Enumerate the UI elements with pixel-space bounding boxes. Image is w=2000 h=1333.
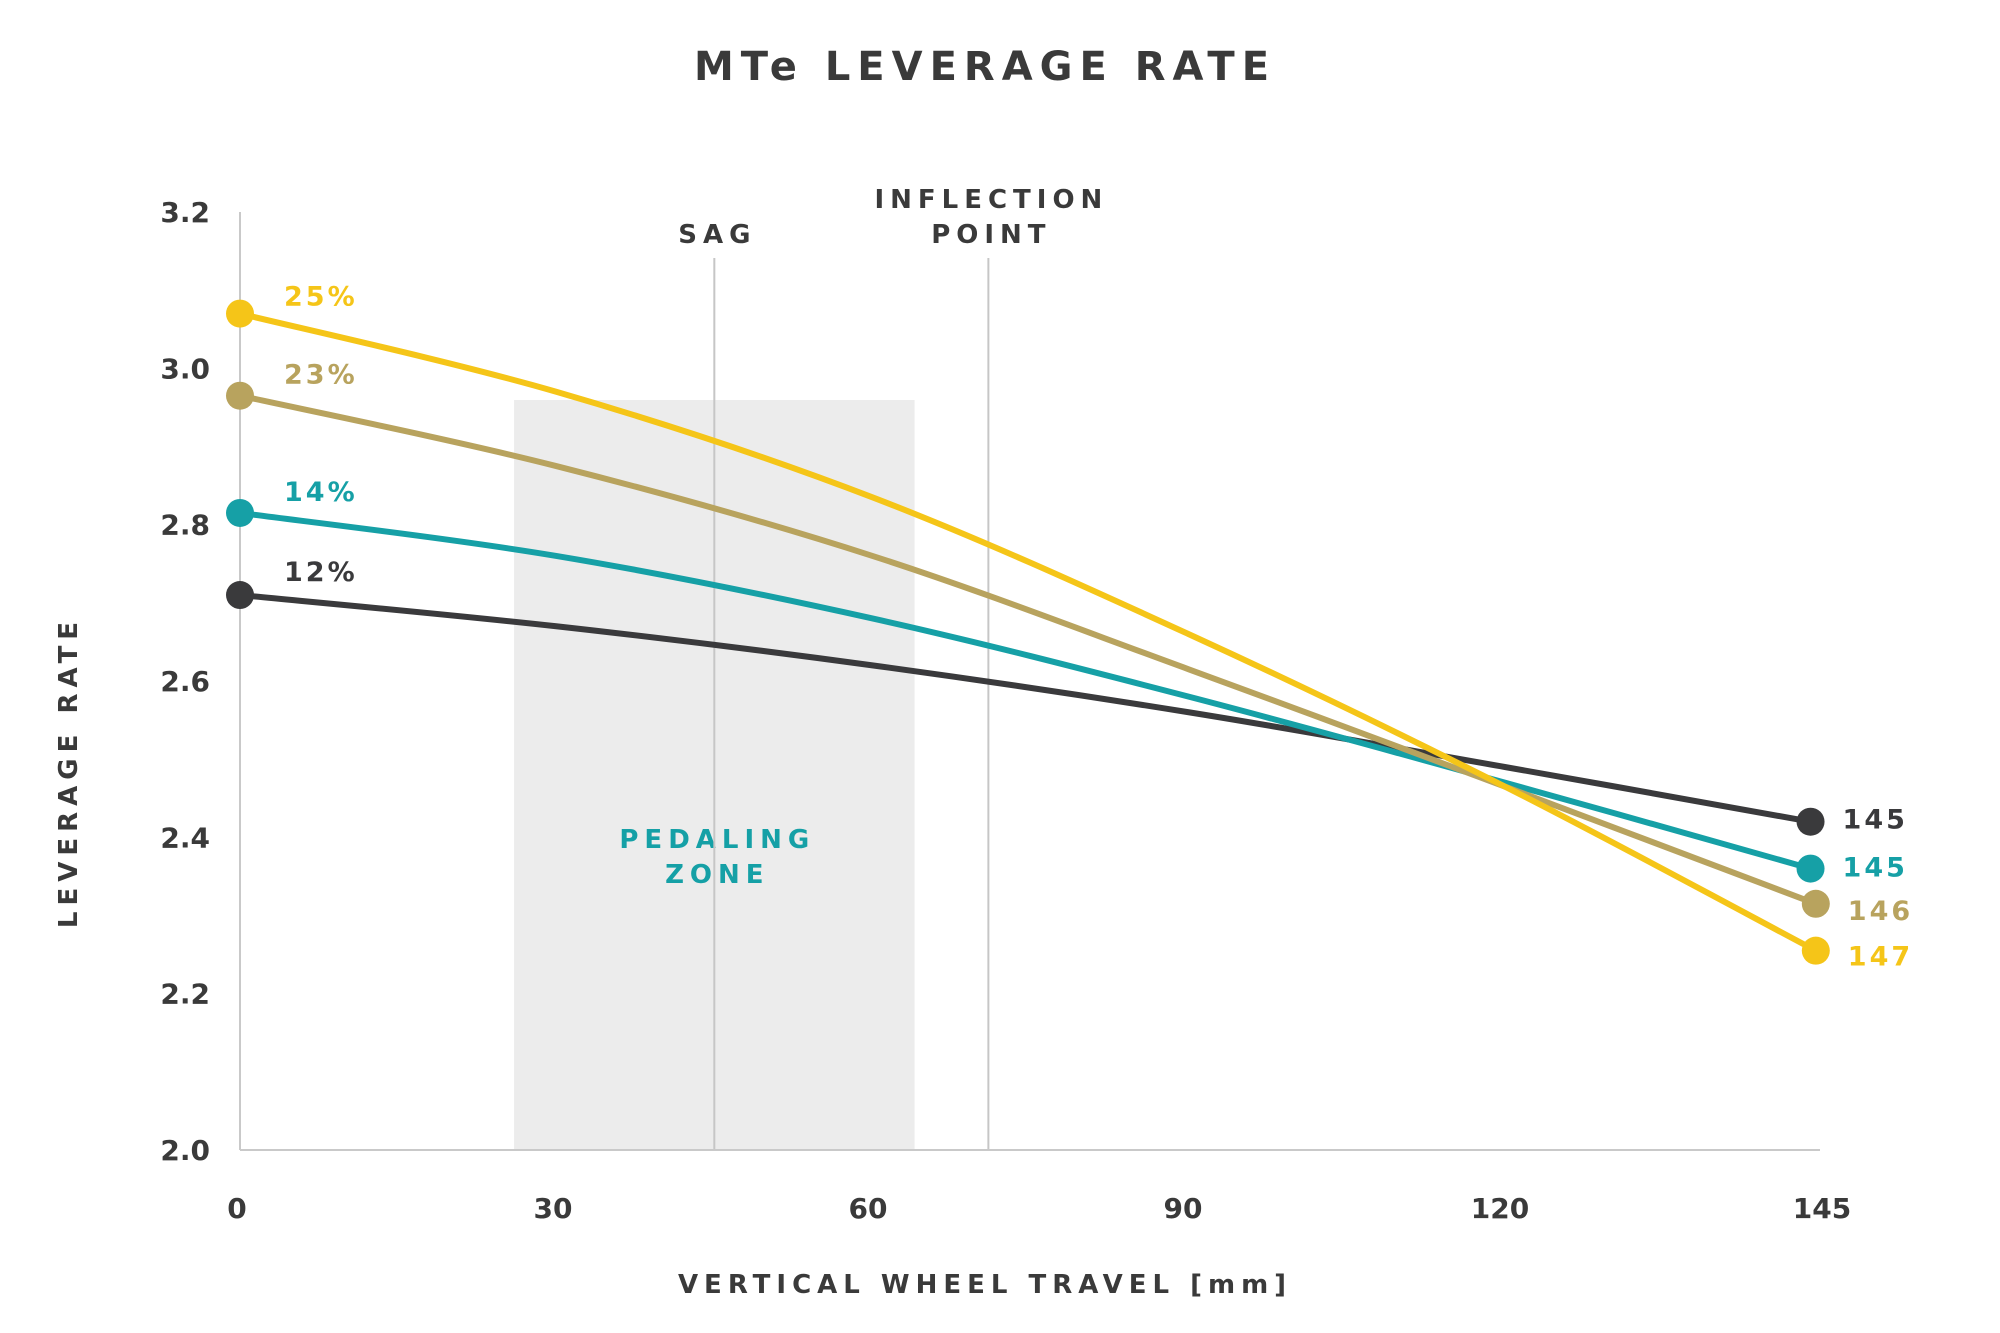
sag-label-line: SAG [678, 220, 756, 250]
pedaling-zone-label-line: ZONE [665, 860, 769, 890]
x-tick-label: 90 [1164, 1192, 1203, 1225]
y-tick-label: 2.0 [160, 1134, 210, 1167]
y-tick-label: 3.2 [160, 196, 210, 229]
series-start-label: 14% [284, 477, 358, 508]
series-endpoint-marker [226, 581, 254, 610]
y-tick-label: 2.2 [160, 978, 210, 1011]
inflection-point-label-line: INFLECTION [874, 185, 1108, 215]
reference-lines: SAG INFLECTION POINT [678, 185, 1108, 1150]
x-axis-title: VERTICAL WHEEL TRAVEL [mm] [678, 1270, 1292, 1300]
x-tick-label: 60 [849, 1192, 888, 1225]
series-endpoint-marker [226, 381, 254, 410]
series-line [237, 310, 1819, 954]
inflection-point-label-line: POINT [931, 220, 1051, 250]
series-line [237, 509, 1814, 872]
x-tick-label: 145 [1793, 1192, 1851, 1225]
series-endpoint-marker [226, 498, 254, 527]
series-line [237, 592, 1814, 825]
y-tick-label: 2.6 [160, 665, 210, 698]
series-start-label: 25% [284, 282, 358, 313]
x-tick-label: 0 [227, 1192, 246, 1225]
series-endpoint-marker [1801, 889, 1830, 918]
x-tick-label: 30 [534, 1192, 573, 1225]
series-end-label: 145 [1843, 853, 1908, 884]
series-endpoint-marker [226, 299, 254, 328]
series-start-label: 23% [284, 360, 358, 391]
series-end-label: 147 [1848, 942, 1913, 973]
x-tick-label: 120 [1471, 1192, 1529, 1225]
series-endpoint-marker [1801, 936, 1830, 965]
series-start-label: 12% [284, 557, 358, 588]
chart-title: MTe LEVERAGE RATE [694, 44, 1276, 90]
y-tick-label: 3.0 [160, 352, 210, 385]
series-labels: 12% 145 14% 145 23% 146 25% 147 [284, 282, 1913, 973]
series-endpoint-marker [1796, 854, 1825, 883]
y-axis-title: LEVERAGE RATE [54, 616, 84, 928]
y-tick-label: 2.8 [160, 509, 210, 542]
series-end-label: 146 [1848, 896, 1913, 927]
axes: 2.0 2.2 2.4 2.6 2.8 3.0 3.2 0 30 60 90 120 145 [160, 196, 1851, 1225]
series-lines [226, 299, 1830, 965]
series-end-label: 145 [1843, 805, 1908, 836]
pedaling-zone-label-line: PEDALING [619, 825, 815, 855]
series-endpoint-marker [1796, 807, 1825, 836]
y-tick-label: 2.4 [160, 821, 210, 854]
series-line [237, 392, 1819, 907]
